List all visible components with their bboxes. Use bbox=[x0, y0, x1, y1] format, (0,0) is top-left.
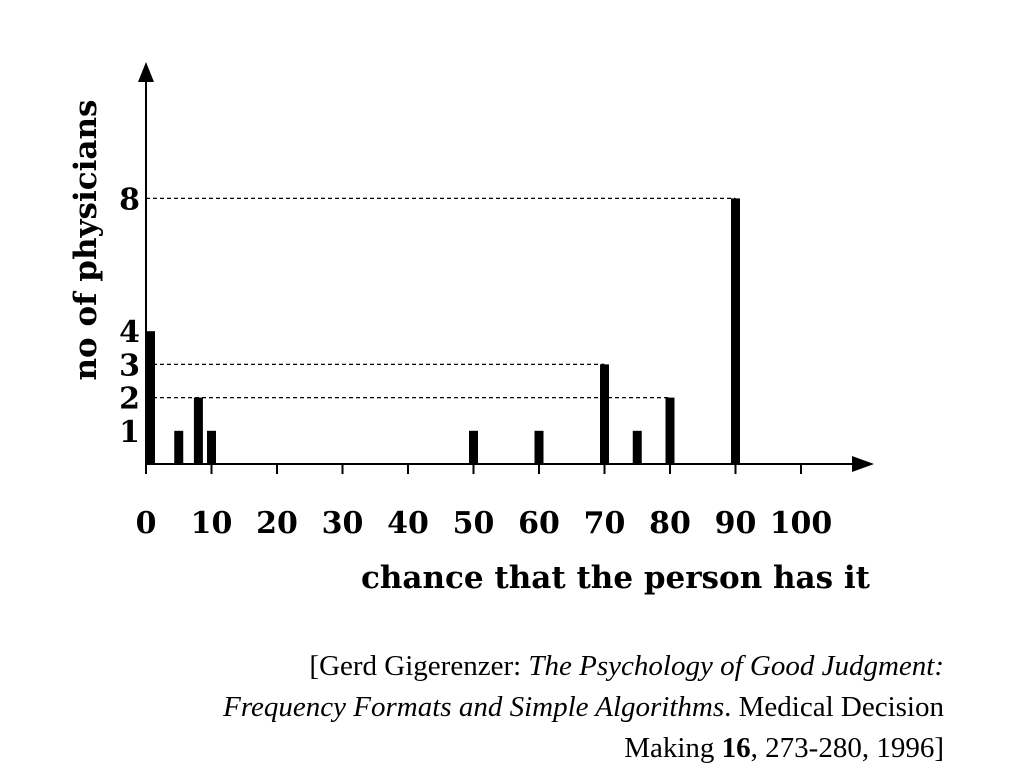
axes bbox=[138, 62, 874, 472]
bar bbox=[632, 430, 642, 464]
x-axis-arrow-icon bbox=[852, 456, 874, 472]
citation-journal: . Medical Decision Making bbox=[624, 691, 944, 764]
x-tick-label: 10 bbox=[191, 506, 233, 541]
y-tick-label: 4 bbox=[119, 315, 140, 350]
citation-volume: 16 bbox=[721, 732, 751, 764]
x-axis-title: chance that the person has it bbox=[361, 560, 871, 596]
x-tick-labels: 0 10 20 30 40 50 60 70 80 90 100 bbox=[136, 506, 833, 541]
x-tick-label: 60 bbox=[518, 506, 560, 541]
x-tick-label: 80 bbox=[649, 506, 691, 541]
x-tick-label: 50 bbox=[453, 506, 495, 541]
bar bbox=[731, 198, 740, 464]
citation-open: [Gerd Gigerenzer: bbox=[309, 650, 529, 682]
bar bbox=[207, 430, 216, 464]
bar bbox=[146, 331, 155, 464]
x-tick-label: 30 bbox=[322, 506, 364, 541]
x-tick-label: 20 bbox=[256, 506, 298, 541]
bars bbox=[146, 198, 740, 464]
y-axis-arrow-icon bbox=[138, 62, 154, 82]
x-tick-label: 70 bbox=[584, 506, 626, 541]
citation-close: , 273-280, 1996] bbox=[750, 732, 944, 764]
bar bbox=[174, 430, 184, 464]
y-tick-label: 8 bbox=[119, 182, 140, 217]
x-tick-label: 90 bbox=[715, 506, 757, 541]
y-axis-title: no of physicians bbox=[68, 100, 104, 381]
x-tick-label: 100 bbox=[770, 506, 833, 541]
x-ticks bbox=[145, 464, 802, 474]
x-tick-label: 40 bbox=[387, 506, 429, 541]
y-tick-label: 3 bbox=[119, 348, 140, 383]
bar bbox=[600, 364, 609, 464]
bar bbox=[665, 397, 675, 464]
bar bbox=[534, 430, 544, 464]
bar bbox=[469, 430, 478, 464]
x-tick-label: 0 bbox=[136, 506, 157, 541]
y-tick-label: 1 bbox=[119, 415, 140, 450]
citation-title: The Psychology of Good Judgment: Frequen… bbox=[223, 650, 944, 723]
y-tick-label: 2 bbox=[119, 382, 140, 417]
bar bbox=[193, 397, 203, 464]
citation: [Gerd Gigerenzer: The Psychology of Good… bbox=[184, 646, 944, 768]
reference-lines bbox=[146, 197, 736, 399]
